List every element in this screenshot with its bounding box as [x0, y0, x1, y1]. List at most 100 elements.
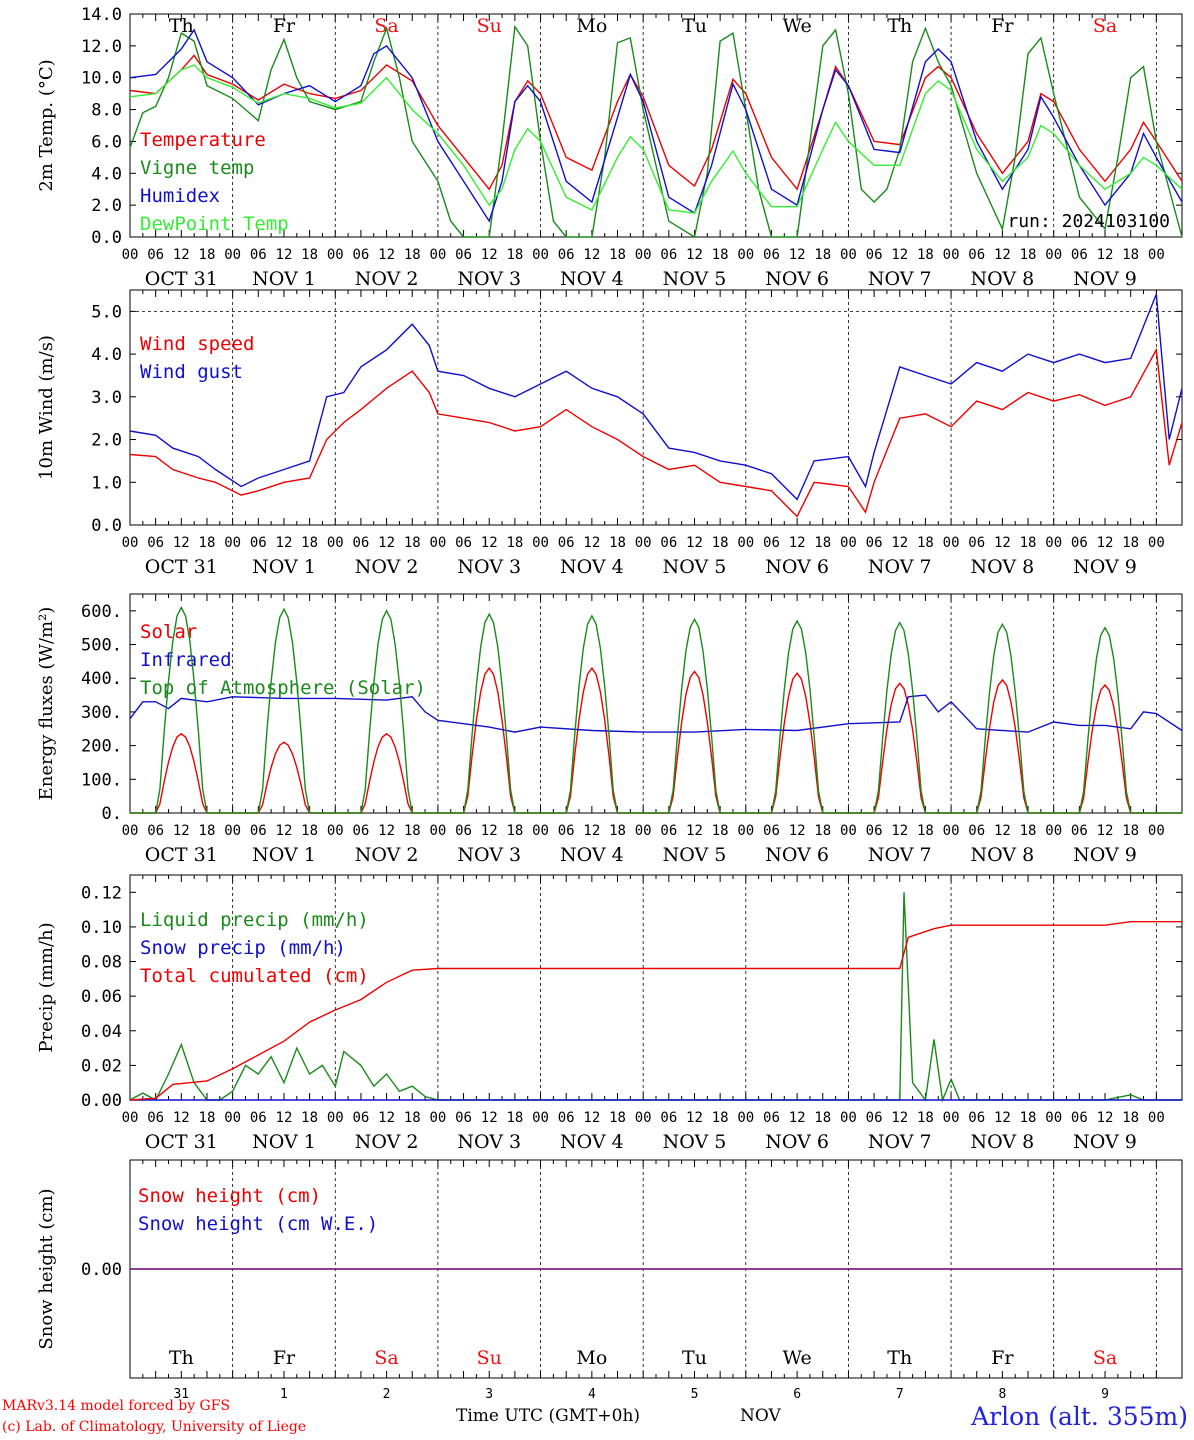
hour-tick-label: 12: [789, 1110, 806, 1126]
hour-tick-label: 12: [378, 823, 395, 839]
hour-tick-label: 12: [378, 1110, 395, 1126]
date-label: NOV 4: [560, 844, 624, 866]
date-label: NOV 3: [457, 1131, 521, 1153]
hour-tick-label: 12: [583, 823, 600, 839]
y-tick-label: 2.0: [91, 431, 122, 451]
hour-tick-label: 06: [250, 1110, 267, 1126]
legend-entry: Vigne temp: [140, 157, 254, 179]
hour-tick-label: 12: [686, 823, 703, 839]
hour-tick-label: 06: [250, 823, 267, 839]
y-tick-label: 0.12: [81, 883, 122, 903]
hour-tick-label: 06: [147, 535, 164, 551]
hour-tick-label: 00: [737, 535, 754, 551]
day-number-label: 1: [280, 1387, 288, 1402]
date-label: NOV 4: [560, 268, 624, 290]
hour-tick-label: 00: [840, 247, 857, 263]
weekday-label: Fr: [273, 15, 296, 37]
date-label: NOV 6: [765, 268, 829, 290]
series-line-total-cumulated-cm-: [129, 921, 1182, 1101]
hour-tick-label: 06: [660, 247, 677, 263]
date-label: NOV 2: [355, 268, 419, 290]
hour-tick-label: 18: [506, 1110, 523, 1126]
hour-tick-label: 00: [532, 247, 549, 263]
hour-tick-label: 18: [1020, 1110, 1037, 1126]
hour-tick-label: 12: [481, 535, 498, 551]
y-tick-label: 0.0: [91, 228, 122, 248]
hour-tick-label: 00: [737, 823, 754, 839]
hour-tick-label: 18: [917, 535, 934, 551]
y-tick-label: 12.0: [81, 37, 122, 57]
hour-tick-label: 00: [224, 823, 241, 839]
day-number-label: 6: [793, 1387, 801, 1402]
hour-tick-label: 18: [712, 535, 729, 551]
y-axis-label: Precip (mm/h): [36, 922, 57, 1052]
hour-tick-label: 00: [429, 1110, 446, 1126]
hour-tick-label: 18: [1020, 535, 1037, 551]
hour-tick-label: 06: [250, 535, 267, 551]
weekday-label: Su: [477, 15, 502, 37]
chart-panel-1: 0.0 2.0 4.0 6.0 8.0 10.0 12.0 14.0 2m Temp. (°C)…: [36, 5, 1183, 290]
date-label: NOV 9: [1073, 556, 1137, 578]
y-tick-label: 4.0: [91, 164, 122, 184]
hour-tick-label: 00: [122, 823, 139, 839]
hour-tick-label: 18: [609, 247, 626, 263]
hour-tick-label: 06: [660, 823, 677, 839]
hour-tick-label: 18: [917, 823, 934, 839]
hour-tick-label: 00: [122, 247, 139, 263]
day-number-label: 7: [896, 1387, 904, 1402]
plot-frame: [129, 593, 1183, 814]
y-axis-label: Energy fluxes (W/m²): [36, 607, 57, 801]
hour-tick-label: 12: [994, 1110, 1011, 1126]
hour-tick-label: 18: [301, 1110, 318, 1126]
weekday-label: Su: [477, 1347, 502, 1369]
series-line-dewpoint-temp: [129, 64, 1183, 214]
hour-tick-label: 06: [455, 247, 472, 263]
hour-tick-label: 00: [532, 535, 549, 551]
y-tick-label: 0.02: [81, 1056, 122, 1076]
hour-tick-label: 06: [352, 247, 369, 263]
run-label: run: 2024103100: [1007, 211, 1170, 232]
hour-tick-label: 12: [173, 1110, 190, 1126]
hour-tick-label: 18: [506, 247, 523, 263]
date-label: NOV 7: [868, 1131, 932, 1153]
hour-tick-label: 18: [404, 535, 421, 551]
date-label: NOV 1: [252, 268, 316, 290]
day-number-label: 9: [1101, 1387, 1109, 1402]
hour-tick-label: 06: [558, 535, 575, 551]
date-label: OCT 31: [145, 1131, 218, 1153]
hour-tick-label: 06: [147, 1110, 164, 1126]
y-tick-label: 0.0: [91, 516, 122, 536]
hour-tick-label: 12: [891, 247, 908, 263]
hour-tick-label: 12: [583, 1110, 600, 1126]
legend-entry: Snow height (cm): [138, 1185, 321, 1207]
hour-tick-label: 18: [199, 1110, 216, 1126]
day-number-label: 8: [998, 1387, 1006, 1402]
hour-tick-label: 18: [609, 823, 626, 839]
hour-tick-label: 18: [814, 535, 831, 551]
hour-tick-label: 06: [763, 535, 780, 551]
weekday-label: Sa: [374, 1347, 398, 1369]
legend-entry: Infrared: [140, 649, 232, 671]
hour-tick-label: 12: [789, 535, 806, 551]
hour-tick-label: 18: [1020, 247, 1037, 263]
date-label: NOV 1: [252, 844, 316, 866]
hour-tick-label: 12: [276, 535, 293, 551]
date-label: NOV 1: [252, 1131, 316, 1153]
series-line-humidex: [129, 28, 1183, 223]
hour-tick-label: 06: [1071, 1110, 1088, 1126]
hour-tick-label: 00: [840, 535, 857, 551]
hour-tick-label: 00: [327, 1110, 344, 1126]
hour-tick-label: 12: [378, 535, 395, 551]
hour-tick-label: 00: [737, 247, 754, 263]
hour-tick-label: 12: [1097, 823, 1114, 839]
hour-tick-label: 06: [763, 1110, 780, 1126]
y-tick-label: 0.08: [81, 953, 122, 973]
plot-frame: [129, 13, 1183, 238]
date-label: NOV 1: [252, 556, 316, 578]
series-line-wind-gust: [129, 294, 1183, 501]
hour-tick-label: 18: [814, 1110, 831, 1126]
hour-tick-label: 12: [686, 535, 703, 551]
hour-tick-label: 06: [968, 1110, 985, 1126]
hour-tick-label: 18: [301, 247, 318, 263]
